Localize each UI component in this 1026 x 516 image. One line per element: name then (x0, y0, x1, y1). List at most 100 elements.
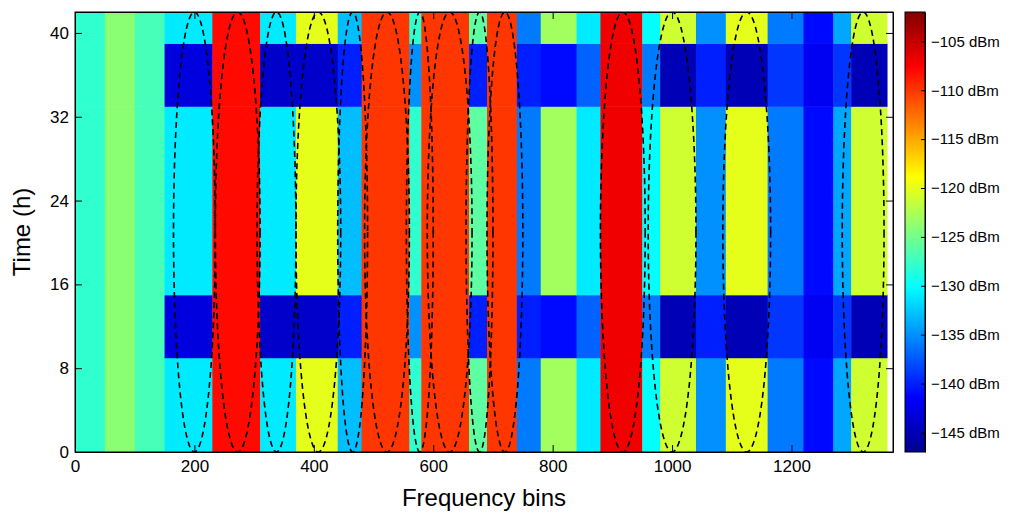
plot-background (75, 12, 893, 452)
tick-label: 0 (71, 457, 80, 476)
heat-cell (75, 295, 105, 358)
tick-label: 800 (539, 457, 567, 476)
heat-cell (165, 43, 213, 106)
heat-cell (833, 12, 851, 44)
tick: −125 dBm (921, 228, 1000, 245)
channel-ellipse (723, 12, 771, 452)
heat-cell (105, 106, 135, 295)
tick: 16 (50, 275, 82, 294)
heat-cell (338, 106, 362, 295)
heat-cell (696, 295, 726, 358)
tick: −110 dBm (921, 82, 999, 99)
heat-cell (851, 358, 887, 452)
heat-cell (362, 12, 410, 44)
tick: 400 (300, 445, 328, 476)
channel-ellipse (296, 12, 341, 452)
tick (886, 368, 893, 369)
heat-cell (165, 358, 213, 452)
tick: 32 (50, 108, 82, 127)
tick (553, 12, 554, 19)
heat-cell (165, 12, 213, 44)
tick-label: −105 dBm (931, 33, 1000, 50)
heat-cell (212, 295, 260, 358)
heat-cell (851, 12, 887, 44)
heat-cell (803, 106, 833, 295)
tick: 600 (420, 445, 448, 476)
heat-cell (768, 358, 804, 452)
heat-cell (212, 106, 260, 295)
y-axis: 0816243240 (50, 13, 82, 462)
heat-cell (577, 12, 601, 44)
heat-cell (600, 12, 642, 44)
heat-cell (803, 43, 833, 106)
heat-cell (212, 12, 260, 44)
tick-label: −120 dBm (931, 179, 1000, 196)
heat-cell (362, 106, 410, 295)
tick-mark (886, 368, 893, 369)
tick-mark (75, 201, 82, 202)
heat-cell (135, 295, 165, 358)
x-axis: 020040060080010001200 (71, 445, 894, 476)
tick-label: −130 dBm (931, 277, 1000, 294)
tick-mark (194, 445, 195, 452)
tick (314, 12, 315, 19)
tick-mark (433, 445, 434, 452)
tick (886, 117, 893, 118)
tick-label: 16 (50, 275, 69, 294)
tick (886, 201, 893, 202)
tick: 800 (539, 445, 567, 476)
heat-cell (577, 358, 601, 452)
heat-cell (105, 295, 135, 358)
tick-mark (921, 237, 925, 238)
heat-cell (726, 295, 768, 358)
heat-cell (600, 106, 642, 295)
tick (194, 12, 195, 19)
tick-mark (886, 201, 893, 202)
tick-mark (921, 286, 925, 287)
heat-cell (409, 295, 421, 358)
tick: 1200 (773, 445, 811, 476)
heat-cell (135, 106, 165, 295)
channel-ellipse (338, 12, 368, 452)
tick-mark (672, 12, 673, 19)
heat-cell (409, 12, 421, 44)
heat-cell (135, 12, 165, 44)
heat-cell (768, 295, 804, 358)
tick-mark (886, 117, 893, 118)
heat-cell (260, 295, 296, 358)
tick-label: −115 dBm (931, 130, 999, 147)
tick-label: 24 (50, 192, 69, 211)
channel-ellipse (600, 12, 645, 452)
channel-ellipse (174, 12, 216, 452)
heat-cell (696, 358, 726, 452)
heat-cell (541, 358, 577, 452)
tick-mark (921, 139, 925, 140)
heat-cell (696, 43, 726, 106)
heat-cell (517, 43, 541, 106)
tick-label: −125 dBm (931, 228, 1000, 245)
heat-cell (105, 43, 135, 106)
channel-ellipse (648, 12, 696, 452)
tick (886, 33, 893, 34)
heat-cell (517, 358, 541, 452)
tick-label: 32 (50, 108, 69, 127)
chart: 0200400600800100012000816243240Frequency… (0, 0, 1026, 516)
heat-cell (75, 106, 105, 295)
heat-cell (260, 106, 296, 295)
tick-mark (921, 335, 925, 336)
heat-cell (541, 295, 577, 358)
channel-ellipse (406, 12, 433, 452)
tick-mark (921, 90, 925, 91)
tick-mark (921, 188, 925, 189)
tick-mark (886, 284, 893, 285)
heat-cell (660, 12, 696, 44)
heat-cell (726, 106, 768, 295)
heat-cell (212, 358, 260, 452)
heat-cell (660, 106, 696, 295)
tick-label: 600 (420, 457, 448, 476)
heat-cell (517, 12, 541, 44)
heat-cell (409, 106, 421, 295)
heat-cell (362, 358, 410, 452)
heat-cell (768, 106, 804, 295)
tick-label: −140 dBm (931, 375, 1000, 392)
